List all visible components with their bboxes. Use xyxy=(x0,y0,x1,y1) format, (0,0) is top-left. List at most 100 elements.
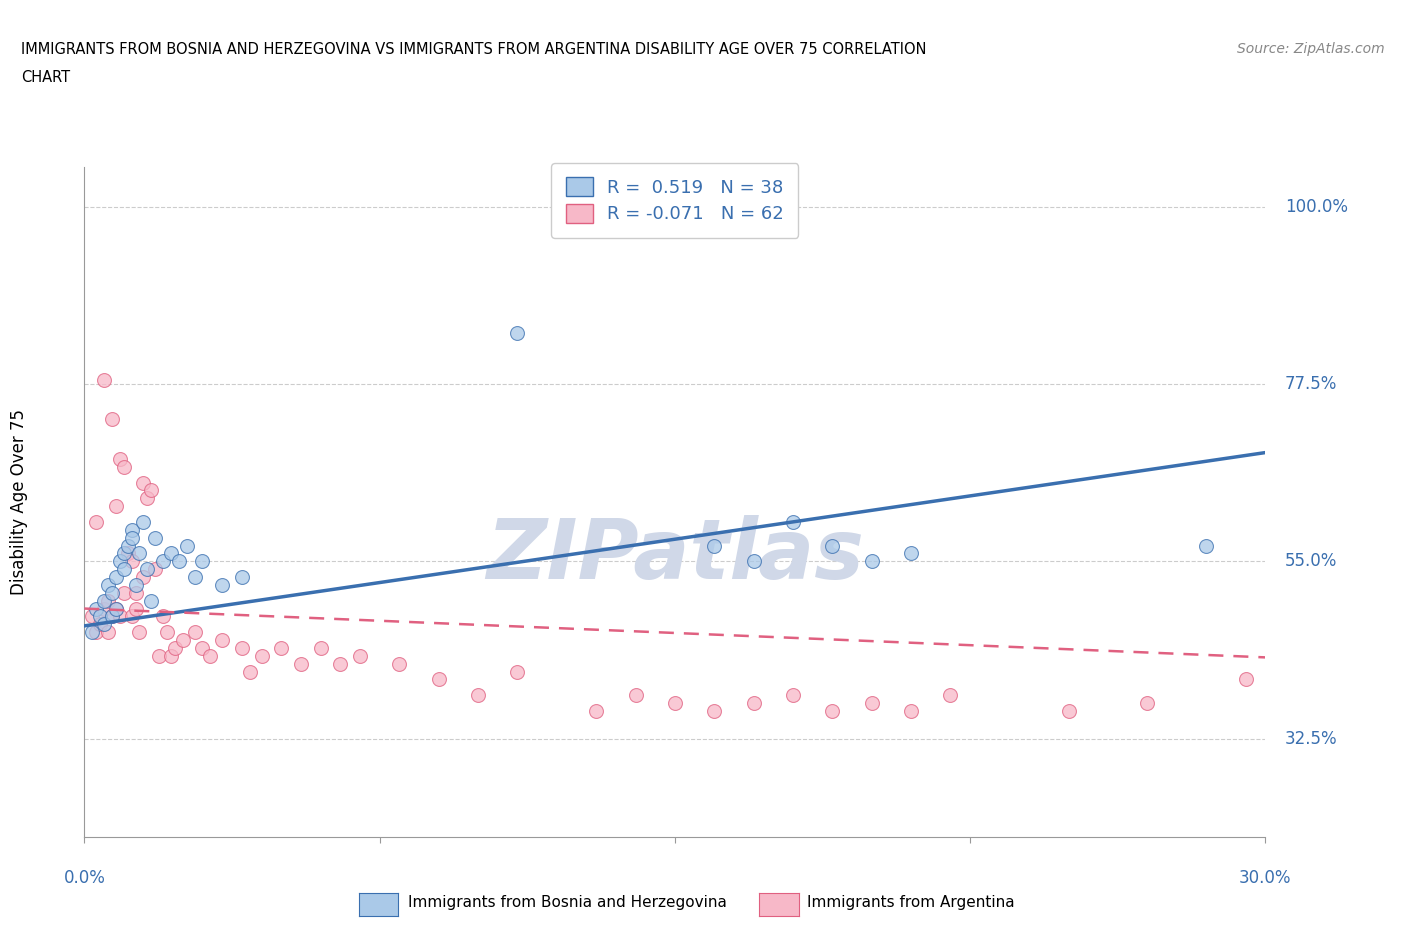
Point xyxy=(121,554,143,569)
Point xyxy=(250,648,273,663)
Point xyxy=(821,538,844,553)
Point xyxy=(782,514,804,529)
Point xyxy=(211,578,233,592)
Point xyxy=(89,609,111,624)
Point xyxy=(349,648,371,663)
Point xyxy=(97,625,120,640)
Point xyxy=(117,546,139,561)
Point xyxy=(84,625,107,640)
Point xyxy=(624,688,647,703)
Point xyxy=(93,601,115,616)
Point xyxy=(742,696,765,711)
Point xyxy=(136,491,159,506)
Point xyxy=(132,569,155,584)
Point xyxy=(1234,672,1257,687)
Point xyxy=(200,648,222,663)
Point xyxy=(93,373,115,388)
Point xyxy=(104,498,127,513)
Point xyxy=(467,688,489,703)
Point xyxy=(121,530,143,545)
Point xyxy=(136,562,159,577)
Point xyxy=(152,609,174,624)
Point xyxy=(329,657,352,671)
Point xyxy=(900,546,922,561)
Point xyxy=(104,601,127,616)
Point xyxy=(101,585,124,600)
Point xyxy=(160,546,183,561)
Point xyxy=(290,657,312,671)
Legend: R =  0.519   N = 38, R = -0.071   N = 62: R = 0.519 N = 38, R = -0.071 N = 62 xyxy=(551,163,799,238)
Point xyxy=(939,688,962,703)
Text: 0.0%: 0.0% xyxy=(63,869,105,886)
Point xyxy=(121,523,143,538)
Text: CHART: CHART xyxy=(21,70,70,85)
Point xyxy=(427,672,450,687)
Point xyxy=(93,593,115,608)
Point xyxy=(1057,703,1080,718)
Point xyxy=(82,625,104,640)
Point xyxy=(191,641,214,656)
Point xyxy=(742,554,765,569)
Point xyxy=(585,703,607,718)
Text: 32.5%: 32.5% xyxy=(1285,729,1337,748)
Point xyxy=(132,475,155,490)
Point xyxy=(900,703,922,718)
Point xyxy=(124,601,146,616)
Point xyxy=(121,609,143,624)
Point xyxy=(101,609,124,624)
Point xyxy=(160,648,183,663)
Point xyxy=(211,632,233,647)
Point xyxy=(1195,538,1218,553)
Point xyxy=(148,648,170,663)
Point xyxy=(89,617,111,631)
Text: Disability Age Over 75: Disability Age Over 75 xyxy=(10,409,28,595)
Point xyxy=(860,554,883,569)
Point xyxy=(97,578,120,592)
Point xyxy=(108,554,131,569)
Text: 55.0%: 55.0% xyxy=(1285,552,1337,570)
Point xyxy=(112,459,135,474)
Text: IMMIGRANTS FROM BOSNIA AND HERZEGOVINA VS IMMIGRANTS FROM ARGENTINA DISABILITY A: IMMIGRANTS FROM BOSNIA AND HERZEGOVINA V… xyxy=(21,42,927,57)
Point xyxy=(782,688,804,703)
Point xyxy=(231,569,253,584)
Point xyxy=(143,562,166,577)
Text: Immigrants from Bosnia and Herzegovina: Immigrants from Bosnia and Herzegovina xyxy=(408,895,727,910)
Point xyxy=(108,609,131,624)
Point xyxy=(156,625,179,640)
Point xyxy=(93,617,115,631)
Point xyxy=(101,609,124,624)
Point xyxy=(141,593,163,608)
Point xyxy=(167,554,190,569)
Point xyxy=(104,601,127,616)
Point xyxy=(101,412,124,427)
Point xyxy=(112,585,135,600)
Text: 100.0%: 100.0% xyxy=(1285,198,1348,216)
Point xyxy=(506,326,529,340)
Point xyxy=(117,538,139,553)
Text: ZIPatlas: ZIPatlas xyxy=(486,515,863,596)
Point xyxy=(860,696,883,711)
Point xyxy=(176,538,198,553)
Point xyxy=(703,703,725,718)
Text: 30.0%: 30.0% xyxy=(1239,869,1292,886)
Point xyxy=(183,625,205,640)
Point xyxy=(183,569,205,584)
Point xyxy=(84,601,107,616)
Point xyxy=(112,546,135,561)
Point xyxy=(703,538,725,553)
Text: Immigrants from Argentina: Immigrants from Argentina xyxy=(807,895,1015,910)
Point xyxy=(172,632,194,647)
Point xyxy=(143,530,166,545)
Point xyxy=(270,641,292,656)
Point xyxy=(132,514,155,529)
Point xyxy=(152,554,174,569)
Text: 77.5%: 77.5% xyxy=(1285,375,1337,393)
Point xyxy=(112,562,135,577)
Point xyxy=(104,569,127,584)
Point xyxy=(108,451,131,466)
Point xyxy=(664,696,686,711)
Point xyxy=(191,554,214,569)
Point xyxy=(128,625,150,640)
Point xyxy=(231,641,253,656)
Point xyxy=(141,483,163,498)
